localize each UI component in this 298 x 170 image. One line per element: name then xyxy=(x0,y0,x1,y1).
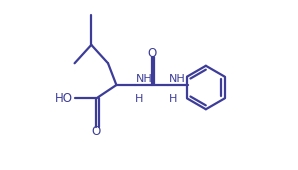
Text: NH: NH xyxy=(136,74,152,84)
Text: O: O xyxy=(92,125,101,138)
Text: NH: NH xyxy=(169,74,186,84)
Text: O: O xyxy=(147,47,156,60)
Text: H: H xyxy=(135,94,144,104)
Text: HO: HO xyxy=(55,92,73,105)
Text: H: H xyxy=(169,94,177,104)
